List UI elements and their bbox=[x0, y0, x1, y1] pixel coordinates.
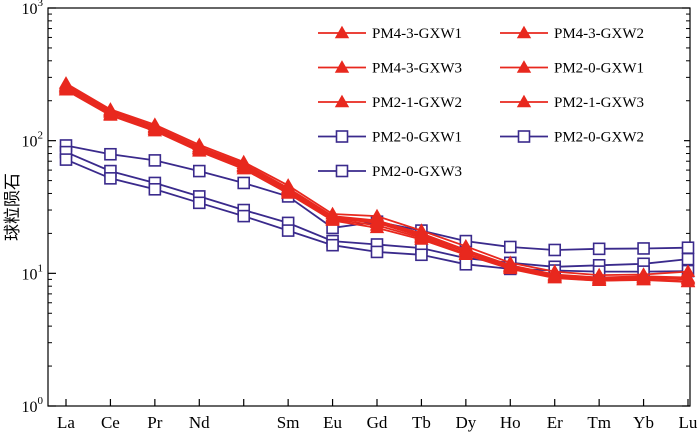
x-tick-label: Gd bbox=[367, 413, 388, 432]
data-point bbox=[591, 271, 607, 285]
x-tick-label: Nd bbox=[189, 413, 210, 432]
legend-label: PM2-0-GXW1 bbox=[554, 61, 644, 77]
legend-item: PM4-3-GXW3 bbox=[318, 60, 462, 77]
legend-item: PM2-1-GXW3 bbox=[500, 94, 644, 111]
legend-item: PM4-3-GXW1 bbox=[318, 25, 462, 42]
legend-marker bbox=[334, 25, 350, 39]
legend-marker bbox=[334, 94, 350, 108]
legend-marker bbox=[516, 25, 532, 39]
axis-ticks bbox=[48, 7, 690, 407]
x-tick-label: Tb bbox=[412, 413, 431, 432]
y-tick-label: 102 bbox=[22, 130, 44, 151]
data-point bbox=[325, 209, 340, 223]
data-point bbox=[370, 245, 384, 259]
legend-item: PM2-0-GXW1 bbox=[500, 60, 644, 77]
legend-label: PM2-1-GXW3 bbox=[554, 95, 644, 111]
legend: PM4-3-GXW1 PM4-3-GXW2 PM4-3-GXW3 PM2-0-GXW1… bbox=[318, 25, 644, 180]
x-tick-label: Pr bbox=[147, 413, 162, 432]
legend-marker bbox=[334, 60, 350, 73]
legend-item: PM2-0-GXW3 bbox=[318, 164, 462, 180]
legend-item: PM2-1-GXW2 bbox=[318, 94, 462, 111]
x-tick-label: Eu bbox=[323, 413, 342, 432]
y-axis-title: 球粒陨石 bbox=[3, 173, 23, 241]
data-point bbox=[280, 181, 296, 195]
x-tick-label: La bbox=[57, 413, 75, 432]
legend-label: PM2-0-GXW1 bbox=[372, 130, 462, 146]
x-tick-label: Yb bbox=[633, 413, 654, 432]
data-point bbox=[681, 241, 695, 255]
data-point bbox=[326, 238, 339, 252]
data-point bbox=[637, 242, 650, 255]
legend-item: PM4-3-GXW2 bbox=[500, 25, 644, 42]
data-point bbox=[103, 104, 118, 117]
data-point bbox=[547, 268, 562, 281]
data-point bbox=[681, 252, 695, 266]
data-point bbox=[592, 242, 606, 256]
legend-marker bbox=[335, 130, 349, 143]
y-tick-labels: 100 101 102 103 bbox=[22, 0, 44, 416]
data-point bbox=[414, 227, 429, 241]
series-6 bbox=[58, 79, 696, 285]
legend-item: PM2-0-GXW2 bbox=[500, 130, 644, 146]
data-point bbox=[458, 242, 474, 256]
data-point bbox=[680, 271, 696, 285]
legend-marker bbox=[517, 130, 531, 143]
x-tick-label: Er bbox=[547, 413, 563, 432]
data-point bbox=[237, 209, 251, 223]
x-tick-label: Lu bbox=[679, 413, 698, 432]
x-tick-label: Tm bbox=[587, 413, 611, 432]
legend-label: PM2-0-GXW2 bbox=[554, 130, 644, 146]
legend-label: PM4-3-GXW2 bbox=[554, 26, 644, 42]
data-point bbox=[104, 172, 117, 185]
data-point bbox=[503, 258, 518, 272]
x-tick-labels: La Ce Pr Nd Sm Eu Gd Tb Dy Ho Er Tm Yb Lu bbox=[57, 413, 698, 432]
data-point bbox=[636, 270, 651, 283]
data-point bbox=[415, 248, 428, 262]
data-point bbox=[503, 240, 517, 254]
data-point bbox=[148, 182, 162, 196]
y-tick-label: 103 bbox=[22, 0, 44, 18]
x-tick-label: Sm bbox=[277, 413, 300, 432]
plot-frame bbox=[47, 7, 691, 407]
legend-label: PM4-3-GXW1 bbox=[372, 26, 462, 42]
legend-label: PM2-1-GXW2 bbox=[372, 95, 462, 111]
data-point bbox=[147, 120, 163, 133]
x-tick-label: Ce bbox=[101, 413, 120, 432]
data-point bbox=[192, 196, 206, 210]
x-tick-label: Ho bbox=[500, 413, 521, 432]
data-point bbox=[281, 224, 295, 237]
legend-item: PM2-0-GXW1 bbox=[318, 130, 462, 146]
x-tick-label: Dy bbox=[455, 413, 476, 432]
data-point bbox=[148, 154, 162, 167]
data-point bbox=[369, 220, 385, 234]
data-point bbox=[459, 257, 473, 271]
data-point bbox=[104, 147, 117, 161]
data-point bbox=[237, 176, 251, 190]
legend-box bbox=[310, 14, 684, 186]
legend-marker bbox=[516, 94, 532, 108]
data-point bbox=[59, 153, 73, 166]
series-layer bbox=[58, 76, 696, 288]
y-tick-label: 100 bbox=[22, 395, 44, 416]
legend-marker bbox=[516, 60, 532, 73]
data-point bbox=[369, 214, 385, 227]
data-point bbox=[58, 79, 74, 92]
y-tick-label: 101 bbox=[22, 262, 44, 283]
data-point bbox=[192, 164, 206, 178]
legend-label: PM2-0-GXW3 bbox=[372, 164, 462, 180]
legend-marker bbox=[335, 164, 349, 178]
data-point bbox=[548, 243, 562, 257]
data-point bbox=[192, 140, 207, 154]
data-point bbox=[236, 158, 251, 171]
legend-label: PM4-3-GXW3 bbox=[372, 61, 462, 77]
